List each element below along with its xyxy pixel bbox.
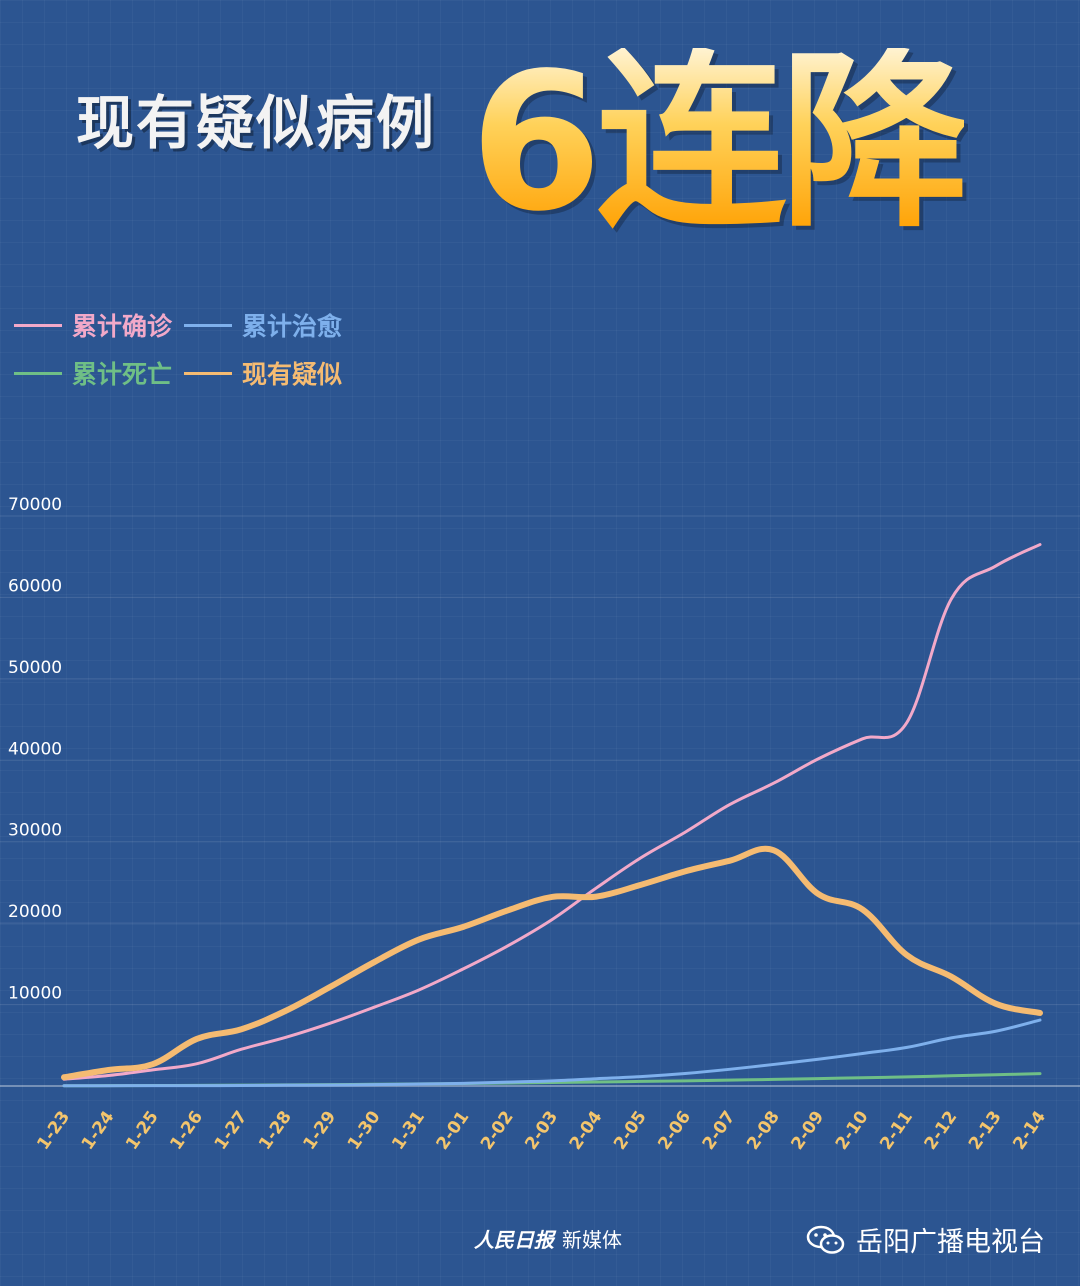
y-tick-label: 20000 [8, 902, 62, 922]
x-tick-label: 2-03 [521, 1107, 562, 1153]
series-line-1 [62, 543, 1042, 1081]
x-tick-label: 2-08 [743, 1107, 784, 1153]
footer-channel: 岳阳广播电视台 [806, 1220, 1045, 1259]
legend-line-suspected [184, 371, 232, 375]
legend-line-deaths [14, 371, 62, 375]
legend-label-confirmed: 累计确诊 [72, 312, 173, 341]
x-tick-label: 2-01 [433, 1107, 474, 1153]
x-tick-label: 2-09 [787, 1107, 828, 1153]
channel-name: 岳阳广播电视台 [856, 1227, 1045, 1258]
y-tick-label: 70000 [8, 495, 62, 515]
x-tick-label: 1-25 [122, 1107, 163, 1153]
legend-line-cured [184, 323, 232, 327]
x-tick-label: 1-23 [33, 1107, 74, 1153]
legend-label-suspected: 现有疑似 [242, 360, 343, 389]
legend-item-deaths: 累计死亡 [14, 358, 173, 389]
x-tick-label: 2-10 [832, 1107, 873, 1153]
x-tick-label: 1-24 [78, 1107, 119, 1153]
x-tick-label: 1-28 [255, 1107, 296, 1153]
legend-item-cured: 累计治愈 [184, 310, 343, 341]
footer-source: 人民日报 新媒体 [474, 1224, 622, 1253]
wechat-icon [806, 1225, 845, 1254]
legend-label-deaths: 累计死亡 [72, 360, 173, 389]
x-tick-label: 2-12 [921, 1107, 962, 1153]
y-tick-label: 60000 [8, 576, 62, 596]
legend-item-suspected: 现有疑似 [184, 358, 343, 389]
x-tick-label: 1-31 [388, 1107, 429, 1153]
x-tick-label: 2-02 [477, 1107, 518, 1153]
title-big: 6连降 [470, 32, 970, 253]
y-tick-label: 50000 [8, 658, 62, 678]
source-seal: 人民日报 [474, 1228, 554, 1252]
x-tick-label: 2-11 [876, 1107, 917, 1153]
legend-label-cured: 累计治愈 [242, 312, 343, 341]
x-tick-label: 2-14 [1009, 1107, 1050, 1153]
x-tick-label: 2-04 [566, 1107, 607, 1153]
series-line-4 [61, 845, 1043, 1081]
y-tick-label: 10000 [8, 984, 62, 1004]
x-tick-label: 1-30 [344, 1107, 385, 1153]
x-tick-label: 2-07 [699, 1107, 740, 1153]
x-tick-label: 2-06 [654, 1107, 695, 1153]
source-text: 新媒体 [562, 1228, 622, 1252]
series-line-2 [62, 1018, 1042, 1088]
title-left: 现有疑似病例 [76, 89, 437, 157]
x-tick-label: 2-05 [610, 1107, 651, 1153]
x-tick-label: 1-27 [211, 1107, 252, 1153]
legend-item-confirmed: 累计确诊 [14, 310, 173, 341]
y-tick-label: 40000 [8, 739, 62, 759]
x-tick-label: 1-26 [166, 1107, 207, 1153]
x-tick-label: 2-13 [965, 1107, 1006, 1153]
legend-line-confirmed [14, 323, 62, 327]
y-tick-label: 30000 [8, 821, 62, 841]
x-tick-label: 1-29 [299, 1107, 340, 1153]
